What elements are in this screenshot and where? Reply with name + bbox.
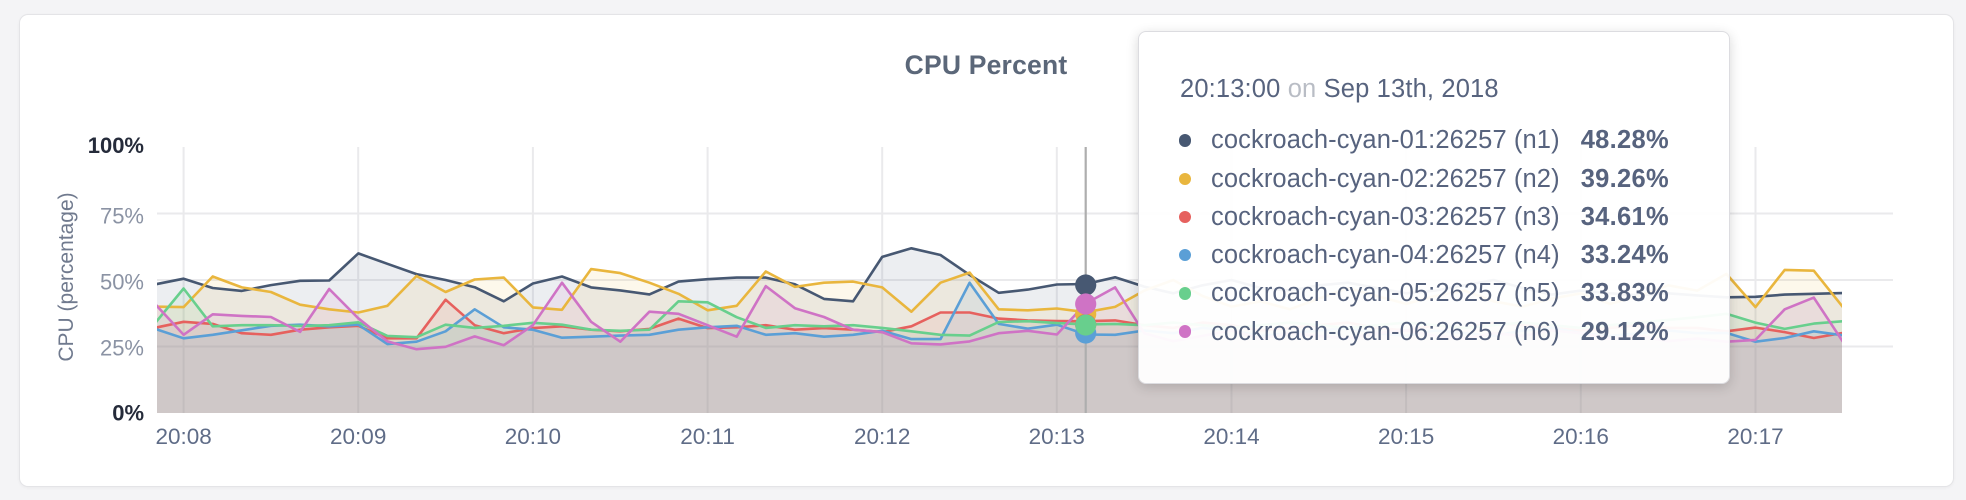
- svg-text:20:11: 20:11: [680, 424, 735, 449]
- svg-text:20:13: 20:13: [1029, 424, 1085, 449]
- svg-text:20:12: 20:12: [854, 424, 910, 449]
- svg-text:CPU (percentage): CPU (percentage): [55, 192, 78, 361]
- svg-text:100%: 100%: [88, 133, 144, 158]
- svg-text:20:09: 20:09: [330, 424, 386, 449]
- svg-text:20:15: 20:15: [1378, 424, 1434, 449]
- svg-text:20:16: 20:16: [1553, 424, 1609, 449]
- svg-text:20:10: 20:10: [505, 424, 561, 449]
- svg-text:50%: 50%: [100, 270, 144, 295]
- svg-text:0%: 0%: [112, 401, 144, 426]
- svg-text:20:17: 20:17: [1727, 424, 1783, 449]
- svg-text:20:08: 20:08: [155, 424, 211, 449]
- svg-text:75%: 75%: [100, 204, 144, 229]
- svg-text:20:14: 20:14: [1203, 424, 1259, 449]
- svg-text:25%: 25%: [100, 336, 144, 361]
